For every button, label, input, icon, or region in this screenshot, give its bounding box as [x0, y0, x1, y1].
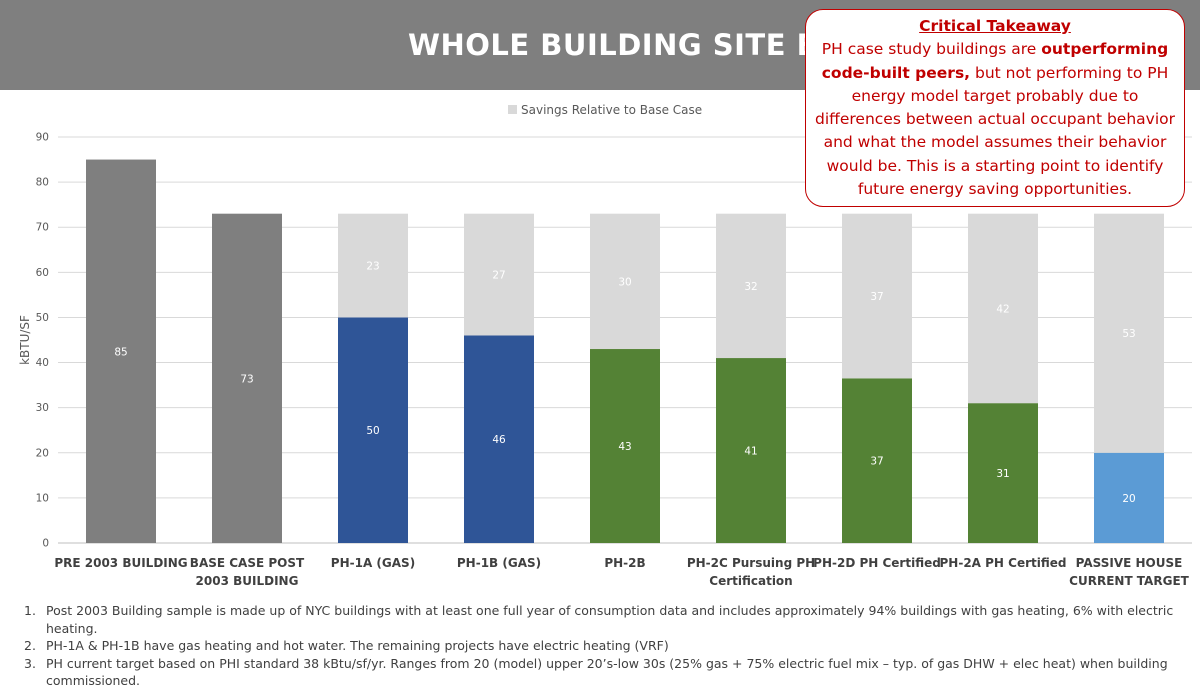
category-label: Certification: [709, 574, 792, 588]
callout-heading: Critical Takeaway: [919, 17, 1071, 35]
y-tick-label: 60: [36, 267, 49, 279]
category-label: 2003 BUILDING: [196, 574, 299, 588]
callout-text-before: PH case study buildings are: [821, 40, 1042, 59]
bar-site-eui: [716, 358, 786, 543]
footnote-item: 2. PH-1A & PH-1B have gas heating and hot…: [24, 637, 1194, 655]
bar-value-label: 50: [366, 425, 379, 437]
bar-site-eui: [842, 378, 912, 543]
category-label: PASSIVE HOUSE: [1076, 556, 1183, 570]
bar-savings: [716, 213, 786, 359]
bar-savings: [590, 213, 660, 350]
bar-site-eui: [212, 213, 282, 543]
savings-value-label: 27: [492, 270, 505, 282]
bar-site-eui: [590, 349, 660, 543]
bar-value-label: 41: [744, 446, 757, 458]
bar-site-eui: [338, 317, 408, 543]
y-tick-label: 50: [36, 312, 49, 324]
bar-value-label: 46: [492, 434, 506, 446]
callout-body: PH case study buildings are outperformin…: [814, 38, 1176, 201]
footnote-number: 1.: [24, 603, 36, 618]
footnote-item: 3. PH current target based on PHI standar…: [24, 655, 1194, 690]
category-label: PH-2A PH Certified: [940, 556, 1067, 570]
savings-value-label: 53: [1122, 328, 1135, 340]
category-label: PH-2C Pursuing PH: [687, 556, 815, 570]
category-label: BASE CASE POST: [190, 556, 305, 570]
footnote-text: Post 2003 Building sample is made up of …: [46, 603, 1174, 636]
bar-savings: [338, 213, 408, 318]
savings-value-label: 42: [996, 303, 1009, 315]
bar-savings: [464, 213, 534, 336]
y-tick-label: 0: [42, 538, 49, 550]
bar-site-eui: [1094, 452, 1164, 543]
bar-value-label: 37: [870, 456, 883, 468]
y-tick-label: 70: [36, 222, 49, 234]
footnote-text: PH-1A & PH-1B have gas heating and hot w…: [46, 638, 669, 653]
bar-value-label: 73: [240, 373, 253, 385]
callout-text-bold: outperforming code-built peers,: [821, 40, 1169, 82]
category-label: PH-1A (GAS): [331, 556, 415, 570]
slide-title: WHOLE BUILDING SITE EUI: [408, 28, 853, 62]
footnote-number: 3.: [24, 655, 36, 671]
footnote-number: 2.: [24, 638, 36, 653]
legend-label: Savings Relative to Base Case: [521, 103, 702, 117]
callout-text-after: but not performing to PH energy model ta…: [815, 63, 1175, 199]
bar-site-eui: [86, 159, 156, 544]
bar-value-label: 31: [996, 468, 1009, 480]
bar-value-label: 20: [1122, 493, 1135, 505]
savings-value-label: 32: [744, 281, 757, 293]
bar-site-eui: [464, 335, 534, 543]
bar-value-label: 43: [618, 441, 631, 453]
bar-value-label: 85: [114, 346, 127, 358]
savings-value-label: 23: [366, 261, 379, 273]
bar-savings: [968, 213, 1038, 404]
bar-site-eui: [968, 403, 1038, 543]
category-label: CURRENT TARGET: [1069, 574, 1189, 588]
y-axis-label: kBTU/SF: [18, 315, 32, 365]
y-tick-label: 20: [36, 447, 49, 459]
category-label: PH-1B (GAS): [457, 556, 541, 570]
footnotes: 1. Post 2003 Building sample is made up o…: [24, 602, 1194, 690]
y-tick-label: 30: [36, 402, 49, 414]
category-label: PH-2B: [604, 556, 645, 570]
bar-savings: [842, 213, 912, 379]
y-tick-label: 40: [36, 357, 49, 369]
footnote-text: PH current target based on PHI standard …: [46, 655, 1168, 689]
savings-value-label: 30: [618, 276, 631, 288]
category-label: PRE 2003 BUILDING: [54, 556, 187, 570]
eui-bar-chart: 0 10 20 30 40 50 60 70 80 90 kBTU/SF Savings Relati…: [18, 103, 1192, 588]
y-tick-label: 90: [36, 132, 49, 144]
savings-value-label: 37: [870, 291, 883, 303]
y-tick-label: 10: [36, 492, 49, 504]
footnote-item: 1. Post 2003 Building sample is made up o…: [24, 602, 1194, 637]
legend-swatch: [508, 105, 517, 114]
bar-savings: [1094, 213, 1164, 453]
category-label: PH-2D PH Certified: [813, 556, 941, 570]
critical-takeaway-callout: Critical Takeaway PH case study building…: [805, 9, 1185, 207]
y-tick-label: 80: [36, 177, 49, 189]
